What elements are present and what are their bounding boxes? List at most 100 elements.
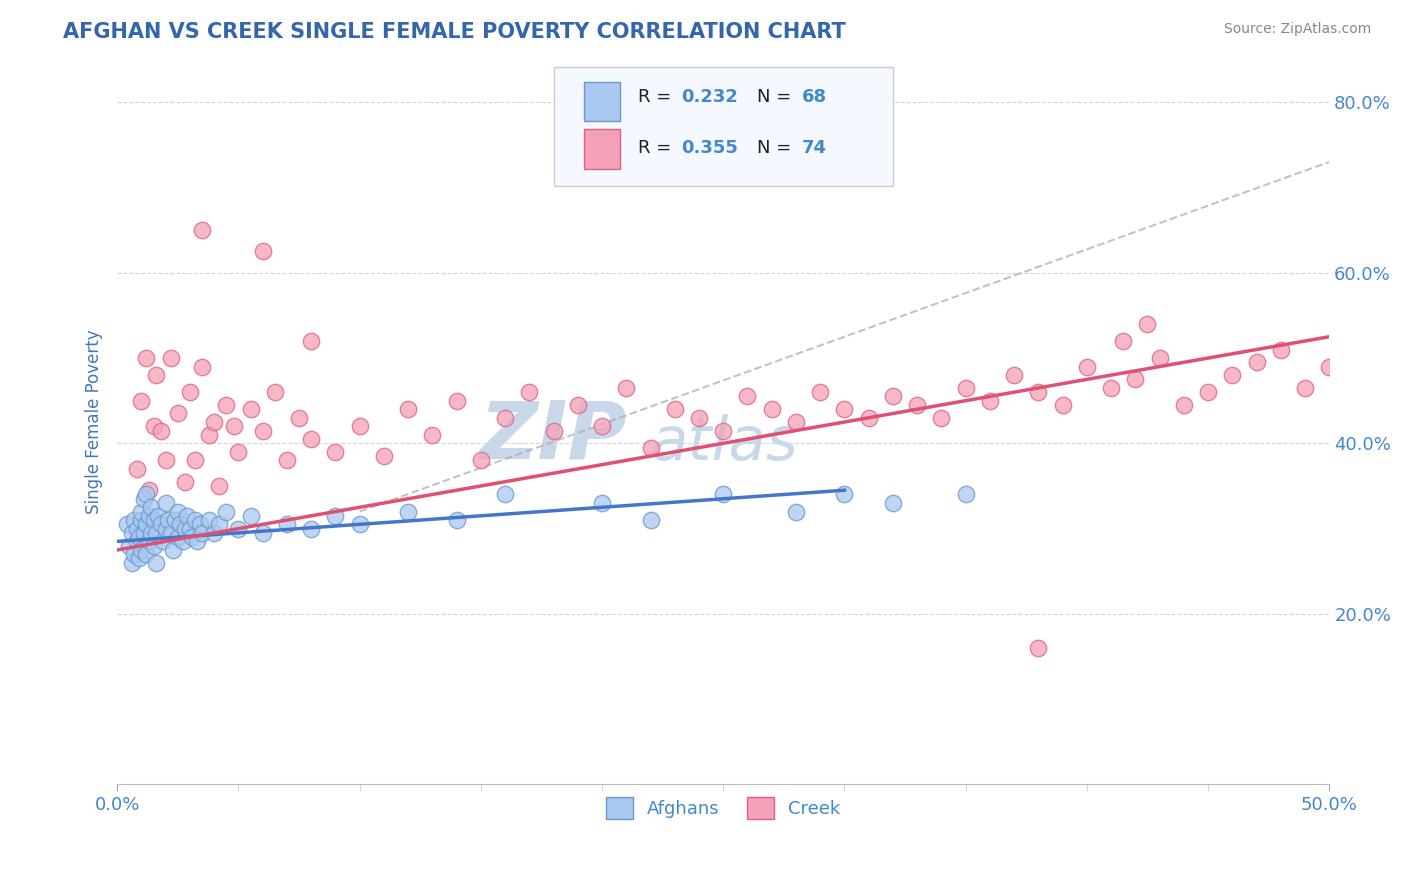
Point	[166, 504, 188, 518]
Point	[1197, 385, 1219, 400]
Point	[145, 556, 167, 570]
Point	[263, 385, 285, 400]
Point	[470, 453, 492, 467]
Point	[373, 449, 395, 463]
Point	[494, 487, 516, 501]
Point	[228, 445, 250, 459]
Point	[761, 402, 783, 417]
Point	[1002, 368, 1025, 383]
Point	[543, 424, 565, 438]
Point	[239, 508, 262, 523]
Point	[184, 453, 207, 467]
Point	[882, 389, 904, 403]
Point	[785, 415, 807, 429]
Point	[132, 525, 155, 540]
Point	[882, 496, 904, 510]
Point	[142, 419, 165, 434]
FancyBboxPatch shape	[583, 128, 620, 169]
Text: Source: ZipAtlas.com: Source: ZipAtlas.com	[1223, 22, 1371, 37]
Point	[276, 517, 298, 532]
Point	[132, 491, 155, 506]
Point	[198, 513, 221, 527]
Point	[166, 530, 188, 544]
Legend: Afghans, Creek: Afghans, Creek	[599, 789, 848, 826]
Point	[252, 424, 274, 438]
Point	[174, 475, 197, 489]
Point	[834, 487, 856, 501]
Point	[1173, 398, 1195, 412]
Point	[1270, 343, 1292, 357]
Point	[222, 419, 245, 434]
Point	[349, 517, 371, 532]
Point	[1028, 385, 1050, 400]
Point	[208, 479, 231, 493]
FancyBboxPatch shape	[554, 67, 893, 186]
Point	[172, 534, 194, 549]
Point	[122, 513, 145, 527]
Point	[396, 402, 419, 417]
Point	[155, 453, 177, 467]
Point	[1136, 317, 1159, 331]
Point	[905, 398, 928, 412]
Point	[118, 539, 141, 553]
Point	[135, 351, 157, 365]
Point	[955, 487, 977, 501]
Point	[148, 508, 170, 523]
Point	[121, 556, 143, 570]
Point	[494, 410, 516, 425]
Point	[176, 508, 198, 523]
Point	[202, 415, 225, 429]
Text: R =: R =	[638, 138, 678, 157]
Point	[135, 487, 157, 501]
Point	[208, 517, 231, 532]
Point	[155, 522, 177, 536]
Text: R =: R =	[638, 88, 678, 106]
Text: 0.355: 0.355	[681, 138, 738, 157]
Point	[858, 410, 880, 425]
Point	[152, 534, 174, 549]
Point	[252, 244, 274, 259]
Point	[138, 534, 160, 549]
Point	[688, 410, 710, 425]
Point	[162, 543, 184, 558]
Text: 68: 68	[801, 88, 827, 106]
Point	[145, 525, 167, 540]
Point	[517, 385, 540, 400]
Point	[138, 483, 160, 498]
Point	[155, 496, 177, 510]
Point	[198, 427, 221, 442]
Point	[1317, 359, 1340, 374]
Point	[149, 424, 172, 438]
Point	[166, 407, 188, 421]
Point	[125, 534, 148, 549]
Point	[1123, 372, 1146, 386]
Point	[135, 517, 157, 532]
Point	[834, 402, 856, 417]
Point	[1076, 359, 1098, 374]
Point	[215, 398, 238, 412]
Point	[181, 530, 204, 544]
Point	[299, 334, 322, 348]
Point	[420, 427, 443, 442]
Point	[121, 525, 143, 540]
Point	[157, 513, 180, 527]
Point	[142, 513, 165, 527]
Point	[591, 419, 613, 434]
Point	[139, 525, 162, 540]
Point	[139, 500, 162, 515]
Point	[664, 402, 686, 417]
Point	[276, 453, 298, 467]
Y-axis label: Single Female Poverty: Single Female Poverty	[86, 330, 103, 515]
Point	[288, 410, 311, 425]
Point	[614, 381, 637, 395]
Point	[1112, 334, 1135, 348]
Point	[159, 525, 181, 540]
Point	[1294, 381, 1316, 395]
Point	[567, 398, 589, 412]
Point	[138, 508, 160, 523]
Point	[142, 539, 165, 553]
Point	[955, 381, 977, 395]
Point	[215, 504, 238, 518]
Point	[299, 432, 322, 446]
Point	[165, 513, 187, 527]
